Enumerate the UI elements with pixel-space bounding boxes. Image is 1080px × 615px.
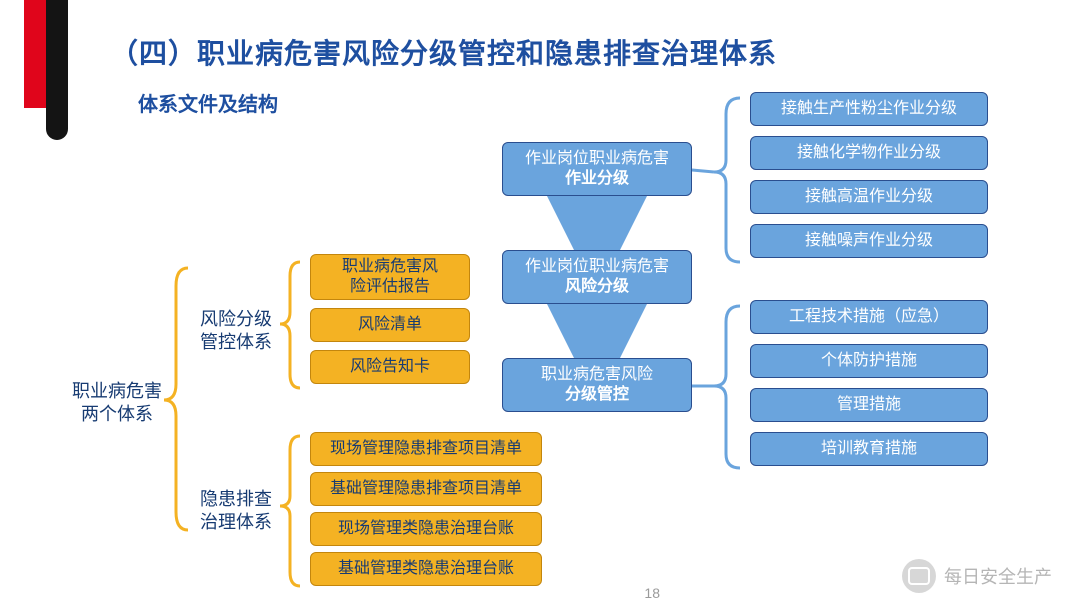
blue-job-class-l1: 作业岗位职业病危害 <box>525 150 669 167</box>
blue-training: 培训教育措施 <box>750 432 988 466</box>
branch-hazard: 隐患排查 治理体系 <box>200 488 272 535</box>
orange-risk-card: 风险告知卡 <box>310 350 470 384</box>
page-subtitle: 体系文件及结构 <box>138 88 278 117</box>
page-number: 18 <box>644 585 660 601</box>
blue-chemical: 接触化学物作业分级 <box>750 136 988 170</box>
blue-heat: 接触高温作业分级 <box>750 180 988 214</box>
blue-risk-control-l1: 职业病危害风险 <box>541 366 653 383</box>
orange-base-ledger: 基础管理类隐患治理台账 <box>310 552 542 586</box>
orange-risk-report: 职业病危害风 险评估报告 <box>310 254 470 300</box>
page-title: （四）职业病危害风险分级管控和隐患排查治理体系 <box>110 32 777 72</box>
blue-management: 管理措施 <box>750 388 988 422</box>
blue-job-class: 作业岗位职业病危害作业分级 <box>502 142 692 196</box>
watermark-text: 每日安全生产 <box>944 563 1052 589</box>
blue-risk-class-l1: 作业岗位职业病危害 <box>525 258 669 275</box>
blue-risk-class-l2: 风险分级 <box>565 278 629 295</box>
blue-dust: 接触生产性粉尘作业分级 <box>750 92 988 126</box>
wechat-icon <box>902 559 936 593</box>
branch-risk: 风险分级 管控体系 <box>200 308 272 355</box>
watermark: 每日安全生产 <box>902 559 1052 593</box>
accent-bar-black <box>46 0 68 140</box>
blue-risk-class: 作业岗位职业病危害风险分级 <box>502 250 692 304</box>
orange-site-ledger: 现场管理类隐患治理台账 <box>310 512 542 546</box>
blue-risk-control: 职业病危害风险分级管控 <box>502 358 692 412</box>
blue-engineering: 工程技术措施（应急） <box>750 300 988 334</box>
blue-ppe: 个体防护措施 <box>750 344 988 378</box>
blue-job-class-l2: 作业分级 <box>565 170 629 187</box>
accent-bar-red <box>24 0 46 108</box>
orange-risk-list: 风险清单 <box>310 308 470 342</box>
root-label: 职业病危害 两个体系 <box>72 380 162 427</box>
blue-noise: 接触噪声作业分级 <box>750 224 988 258</box>
slide: （四）职业病危害风险分级管控和隐患排查治理体系 体系文件及结构 职业病危害 两个… <box>0 0 1080 615</box>
orange-base-check: 基础管理隐患排查项目清单 <box>310 472 542 506</box>
blue-risk-control-l2: 分级管控 <box>565 386 629 403</box>
orange-site-check: 现场管理隐患排查项目清单 <box>310 432 542 466</box>
